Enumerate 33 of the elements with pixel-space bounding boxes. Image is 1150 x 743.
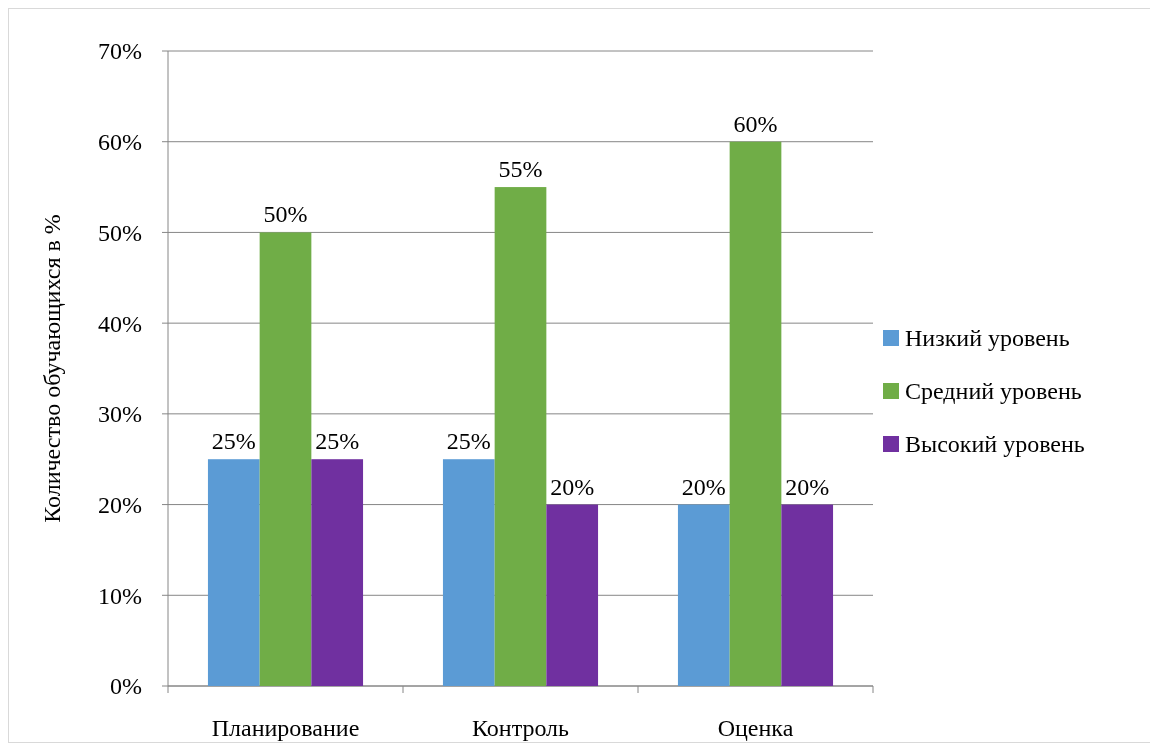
y-tick-label: 60% [98, 129, 142, 156]
data-label: 60% [733, 110, 778, 137]
data-label: 25% [446, 428, 491, 455]
y-tick-label: 70% [98, 38, 142, 65]
y-tick-label: 50% [98, 219, 142, 246]
bar [259, 232, 312, 686]
data-label: 25% [211, 428, 256, 455]
data-label: 55% [498, 156, 543, 183]
bar [494, 187, 547, 686]
data-label: 50% [263, 201, 308, 228]
bar [207, 459, 260, 686]
data-label: 20% [785, 473, 830, 500]
bar [546, 504, 599, 686]
bar [781, 504, 834, 686]
data-label: 25% [315, 428, 360, 455]
y-tick-label: 20% [98, 491, 142, 518]
x-tick-label: Контроль [471, 715, 570, 741]
legend-label: Высокий уровень [905, 431, 1085, 458]
bar [729, 141, 782, 686]
bar [311, 459, 364, 686]
bar [677, 504, 730, 686]
x-tick-label: Планирование [211, 715, 360, 741]
y-axis-title: Количество обучающихся в % [39, 214, 65, 523]
legend-label: Средний уровень [905, 378, 1082, 405]
y-tick-label: 30% [98, 401, 142, 428]
x-tick-label: Оценка [717, 715, 794, 741]
bar [442, 459, 495, 686]
data-label: 20% [550, 473, 595, 500]
y-tick-label: 0% [110, 673, 142, 700]
legend-label: Низкий уровень [905, 325, 1070, 352]
y-tick-label: 40% [98, 310, 142, 337]
y-tick-label: 10% [98, 582, 142, 609]
data-label: 20% [681, 473, 726, 500]
